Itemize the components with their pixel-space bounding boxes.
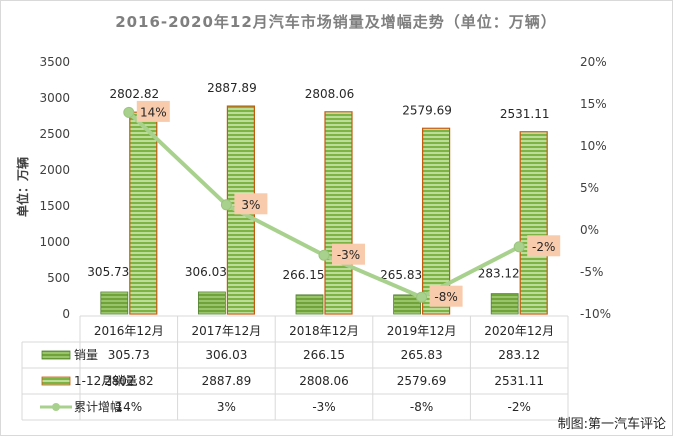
bar-labels: 305.73 2802.82 306.03 2887.89 266.15 2808.06 2… <box>87 81 549 282</box>
table-cell: 305.73 <box>108 348 150 362</box>
chart-title: 2016-2020年12月汽车市场销量及增幅走势（单位：万辆） <box>115 13 557 31</box>
y-tick-label: 3000 <box>39 91 70 105</box>
legend-label: 累计增幅 <box>74 399 122 414</box>
credit-text: 制图:第一汽车评论 <box>558 416 666 432</box>
left-axis: 0 500 1000 1500 2000 2500 3000 3500 <box>39 55 70 321</box>
growth-label-box <box>332 243 365 265</box>
bar-monthly-label: 283.12 <box>478 267 520 281</box>
table-cell: 283.12 <box>498 348 540 362</box>
growth-point <box>220 199 232 211</box>
data-table: 2016年12月 2017年12月 2018年12月 2019年12月 2020年12月… <box>21 315 569 421</box>
bar-monthly-label: 306.03 <box>185 265 227 279</box>
table-category: 2016年12月 <box>94 324 164 338</box>
y-tick-label: 2500 <box>39 127 70 141</box>
growth-point <box>416 291 428 303</box>
bar-monthly <box>197 291 226 315</box>
bar-monthly-label: 266.15 <box>283 268 325 282</box>
growth-label: 14% <box>140 105 167 119</box>
y2-tick-label: 20% <box>580 55 607 69</box>
bar-cumulative-label: 2808.06 <box>305 87 355 101</box>
y-tick-label: 500 <box>47 271 70 285</box>
growth-line: 14% 3% -3% -8% -2% <box>123 100 561 307</box>
y2-tick-label: 0% <box>580 223 599 237</box>
growth-label: -3% <box>337 248 360 262</box>
growth-point <box>318 249 330 261</box>
bar-monthly-label: 305.73 <box>87 265 129 279</box>
table-category: 2018年12月 <box>289 324 359 338</box>
y-tick-label: 1000 <box>39 235 70 249</box>
bar-cumulative-label: 2579.69 <box>402 103 452 117</box>
table-category: 2017年12月 <box>191 324 261 338</box>
table-cell: -8% <box>410 400 433 414</box>
table-category: 2019年12月 <box>387 324 457 338</box>
growth-point <box>513 241 525 253</box>
legend-label: 1-12月销量 <box>74 374 137 388</box>
legend-key-bar <box>41 376 71 386</box>
growth-point <box>123 106 135 118</box>
bar-monthly <box>393 294 422 315</box>
growth-label-box <box>429 285 463 307</box>
y2-tick-label: -10% <box>580 307 611 321</box>
growth-label-box <box>234 193 268 215</box>
bar-monthly-label: 265.83 <box>380 268 422 282</box>
growth-label: -8% <box>434 290 457 304</box>
table-cell: 3% <box>217 400 236 414</box>
bar-cumulative-label: 2802.82 <box>109 87 159 101</box>
legend-key-bar <box>41 350 71 360</box>
bar-cumulative-label: 2531.11 <box>500 107 550 121</box>
growth-label-box <box>136 100 170 122</box>
table-cell: 2531.11 <box>494 374 544 388</box>
growth-label-box <box>527 235 561 257</box>
bar-cumulative-label: 2887.89 <box>207 81 257 95</box>
growth-label: -2% <box>532 240 555 254</box>
y-tick-label: 2000 <box>39 163 70 177</box>
table-category: 2020年12月 <box>484 324 554 338</box>
bar-cumulative <box>129 111 158 315</box>
table-cell: -2% <box>508 400 531 414</box>
y2-tick-label: 5% <box>580 181 599 195</box>
legend-label: 销量 <box>74 348 98 362</box>
y-tick-label: 0 <box>62 307 70 321</box>
table-cell: 2808.06 <box>299 374 349 388</box>
table-cell: 14% <box>115 400 142 414</box>
table-cell: 2802.82 <box>104 374 154 388</box>
y2-tick-label: 10% <box>580 139 607 153</box>
table-cell: 2579.69 <box>397 374 447 388</box>
table-cell: 266.15 <box>303 348 345 362</box>
y2-tick-label: 15% <box>580 97 607 111</box>
table-cell: 265.83 <box>401 348 443 362</box>
bar-monthly <box>490 293 519 315</box>
y-tick-label: 3500 <box>39 55 70 69</box>
bar-monthly <box>295 294 324 315</box>
legend-key-marker <box>52 403 60 411</box>
growth-label: 3% <box>241 198 260 212</box>
table-cell: 306.03 <box>205 348 247 362</box>
y2-tick-label: -5% <box>580 265 603 279</box>
bar-cumulative <box>324 111 353 315</box>
right-axis: -10% -5% 0% 5% 10% 15% 20% <box>580 55 611 321</box>
y-tick-label: 1500 <box>39 199 70 213</box>
bar-cumulative <box>519 131 548 315</box>
bar-monthly <box>100 291 129 315</box>
y-axis-label: 单位：万辆 <box>15 157 30 217</box>
table-cell: 2887.89 <box>202 374 252 388</box>
table-cell: -3% <box>312 400 335 414</box>
